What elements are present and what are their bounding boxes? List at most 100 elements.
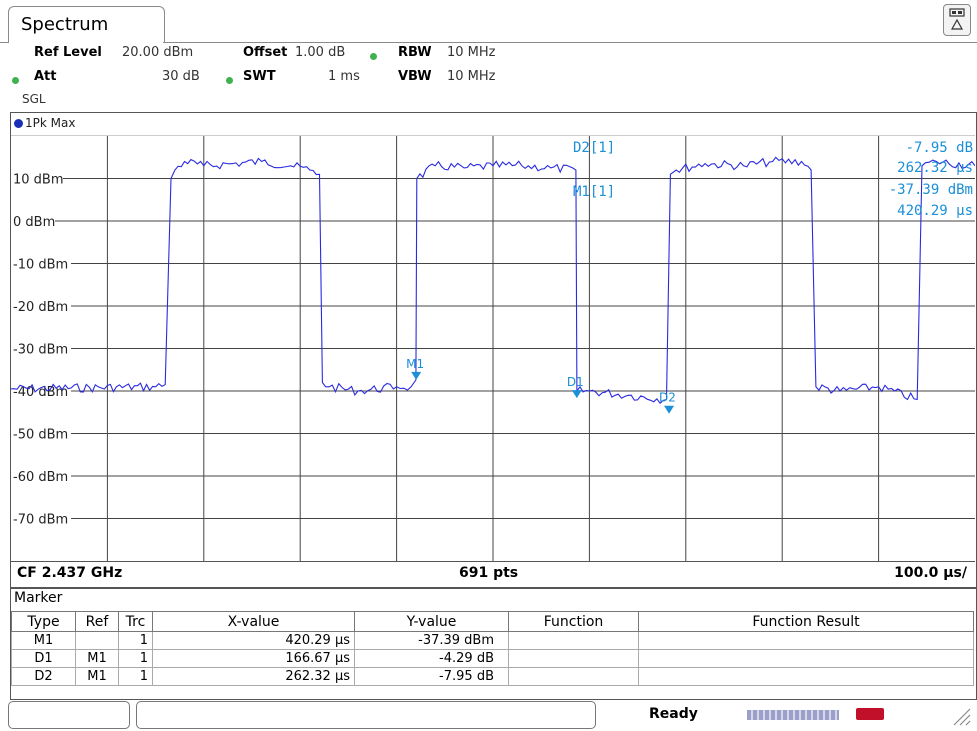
d2-readout-x: 262.32 µs <box>897 160 973 176</box>
center-frequency: CF 2.437 GHz <box>17 565 123 581</box>
marker-cell <box>508 631 639 650</box>
offset-value: 1.00 dB <box>295 45 346 60</box>
att-value: 30 dB <box>162 69 200 84</box>
marker-cell: 1 <box>118 631 153 650</box>
y-tick-label: -50 dBm <box>13 428 68 443</box>
marker-table-title: Marker <box>14 590 63 606</box>
marker-cell <box>75 631 119 650</box>
marker-label: D2 <box>659 391 676 405</box>
display-config-icon-glyph <box>949 8 965 30</box>
marker-col-header: Type <box>11 611 76 632</box>
m1-readout-x: 420.29 µs <box>897 203 973 219</box>
marker-label: D1 <box>567 375 584 389</box>
d2-readout-label: D2[1] <box>573 140 616 156</box>
trace-label-bar: 1Pk Max <box>11 113 975 136</box>
status-text: Ready <box>649 706 698 722</box>
y-tick-label-bg <box>11 467 71 484</box>
remote-indicator-icon <box>856 708 884 720</box>
tab-title: Spectrum <box>21 14 109 35</box>
att-label: Att <box>34 69 57 84</box>
marker-col-header: Ref <box>75 611 119 632</box>
marker-row[interactable]: D1 M1 1 166.67 µs -4.29 dB <box>11 649 974 668</box>
att-coupled-indicator <box>12 73 19 88</box>
marker-col-header: Trc <box>118 611 153 632</box>
y-tick-label: 0 dBm <box>13 215 55 230</box>
marker-cell: 420.29 µs <box>152 631 355 650</box>
status-message-field[interactable] <box>136 701 596 729</box>
swt-label: SWT <box>243 69 276 84</box>
y-tick-label: -20 dBm <box>13 300 68 315</box>
y-tick-label-bg <box>11 169 63 187</box>
y-tick-label-bg <box>11 509 71 527</box>
marker-cell: -4.29 dB <box>354 649 509 668</box>
resize-grip-icon[interactable] <box>950 705 972 727</box>
marker-d1[interactable] <box>571 390 582 399</box>
time-per-division: 100.0 µs/ <box>894 565 967 581</box>
trace-1-line <box>11 156 975 405</box>
m1-readout-label: M1[1] <box>573 184 616 200</box>
marker-col-header: X-value <box>152 611 355 632</box>
y-tick-label-bg <box>11 339 71 357</box>
marker-cell: D2 <box>11 667 76 686</box>
marker-m1[interactable] <box>411 371 422 380</box>
sweep-points: 691 pts <box>459 565 519 581</box>
y-tick-label-bg <box>11 212 55 229</box>
marker-cell <box>638 667 974 686</box>
marker-cell: -37.39 dBm <box>354 631 509 650</box>
status-field-left[interactable] <box>8 701 130 729</box>
marker-cell: 1 <box>118 667 153 686</box>
marker-cell: 166.67 µs <box>152 649 355 668</box>
y-tick-label: 10 dBm <box>13 173 64 188</box>
marker-label: M1 <box>406 357 424 371</box>
marker-cell: D1 <box>11 649 76 668</box>
display-config-icon[interactable] <box>943 4 971 36</box>
y-tick-label: -30 dBm <box>13 343 68 358</box>
rbw-value: 10 MHz <box>447 45 496 60</box>
m1-readout-y: -37.39 dBm <box>888 182 973 198</box>
marker-col-header: Function Result <box>638 611 974 632</box>
tab-underline <box>163 42 977 43</box>
markers: M1 D1 D2 <box>406 357 676 414</box>
marker-col-header: Y-value <box>354 611 509 632</box>
marker-cell: -7.95 dB <box>354 667 509 686</box>
marker-table: Type Ref Trc X-value Y-value Function Function… <box>11 611 974 686</box>
y-tick-label-bg <box>11 424 71 442</box>
sweep-mode: SGL <box>22 92 46 106</box>
y-tick-label-bg <box>11 382 71 399</box>
vbw-label: VBW <box>398 69 432 84</box>
diagram-footer: CF 2.437 GHz 691 pts 100.0 µs/ <box>11 561 975 586</box>
marker-row[interactable]: M1 1 420.29 µs -37.39 dBm <box>11 631 974 650</box>
swt-coupled-indicator <box>226 73 233 88</box>
marker-cell: 1 <box>118 649 153 668</box>
grid <box>11 136 975 561</box>
marker-col-header: Function <box>508 611 639 632</box>
tab-spectrum[interactable]: Spectrum <box>8 6 165 43</box>
y-tick-label: -10 dBm <box>13 258 68 273</box>
trace-indicator-icon <box>14 119 23 128</box>
marker-cell: M1 <box>11 631 76 650</box>
marker-cell: 262.32 µs <box>152 667 355 686</box>
swt-value: 1 ms <box>328 69 360 84</box>
marker-d2[interactable] <box>664 405 675 414</box>
vbw-value: 10 MHz <box>447 69 496 84</box>
y-tick-label-bg <box>11 254 71 272</box>
marker-cell: M1 <box>75 667 119 686</box>
d2-readout-y: -7.95 dB <box>905 140 973 156</box>
progress-indicator <box>747 710 839 720</box>
y-tick-label: -70 dBm <box>13 513 68 528</box>
ref-level-label: Ref Level <box>34 45 102 60</box>
ref-level-value: 20.00 dBm <box>122 45 194 60</box>
rbw-coupled-indicator <box>370 49 377 64</box>
marker-cell <box>638 649 974 668</box>
marker-cell <box>508 649 639 668</box>
rbw-label: RBW <box>398 45 432 60</box>
marker-row[interactable]: D2 M1 1 262.32 µs -7.95 dB <box>11 667 974 686</box>
y-tick-label-bg <box>11 297 71 314</box>
marker-cell: M1 <box>75 649 119 668</box>
marker-cell <box>508 667 639 686</box>
marker-cell <box>638 631 974 650</box>
offset-label: Offset <box>243 45 288 60</box>
y-tick-label: -60 dBm <box>13 470 68 485</box>
